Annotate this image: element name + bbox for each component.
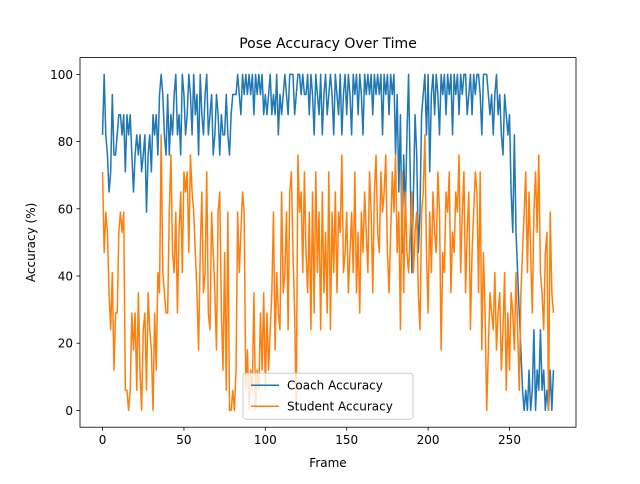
- y-tick-label: 40: [58, 270, 73, 284]
- y-axis-label: Accuracy (%): [24, 203, 38, 282]
- chart-title: Pose Accuracy Over Time: [239, 36, 417, 52]
- x-tick-label: 150: [335, 433, 358, 447]
- x-tick-label: 100: [254, 433, 277, 447]
- axes-frame: [79, 57, 577, 428]
- y-tick-label: 0: [65, 404, 73, 418]
- x-tick-label: 0: [99, 433, 107, 447]
- legend-label: Coach Accuracy: [287, 379, 383, 393]
- x-tick-label: 250: [498, 433, 521, 447]
- x-tick-label: 50: [176, 433, 191, 447]
- y-tick-label: 100: [50, 68, 73, 82]
- legend-box: [242, 372, 414, 420]
- y-tick-label: 20: [58, 337, 73, 351]
- y-tick-label: 60: [58, 202, 73, 216]
- x-tick-label: 200: [417, 433, 440, 447]
- x-axis-label: Frame: [309, 456, 346, 470]
- legend-label: Student Accuracy: [287, 400, 393, 414]
- series-line: [101, 134, 555, 412]
- y-tick-label: 80: [58, 135, 73, 149]
- series-line: [101, 73, 555, 412]
- legend: Coach Accuracy Student Accuracy: [242, 372, 414, 420]
